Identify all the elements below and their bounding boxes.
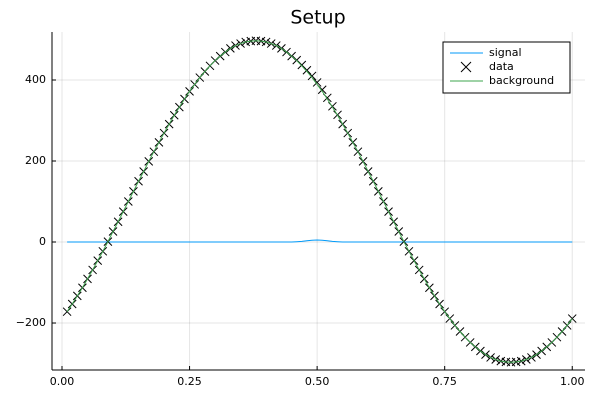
legend-box — [442, 41, 571, 94]
x-tick-label: 0.00 — [50, 375, 75, 388]
y-tick-label: 0 — [39, 235, 46, 248]
y-tick-label: 200 — [25, 154, 46, 167]
legend-label: signal — [489, 46, 522, 59]
series-line — [67, 239, 573, 243]
chart-title: Setup — [290, 7, 345, 29]
y-tick-label: 400 — [25, 73, 46, 86]
y-tick-label: −200 — [16, 316, 46, 329]
legend-label: data — [489, 60, 514, 73]
x-tick-label: 1.00 — [560, 375, 585, 388]
data-marker — [307, 71, 317, 81]
series-line — [66, 40, 573, 363]
data-marker — [312, 78, 322, 87]
legend-label: background — [489, 74, 554, 87]
x-tick-label: 0.75 — [432, 375, 457, 388]
x-tick-label: 0.25 — [177, 375, 202, 388]
x-tick-label: 0.50 — [305, 375, 330, 388]
legend-marker — [460, 61, 472, 73]
